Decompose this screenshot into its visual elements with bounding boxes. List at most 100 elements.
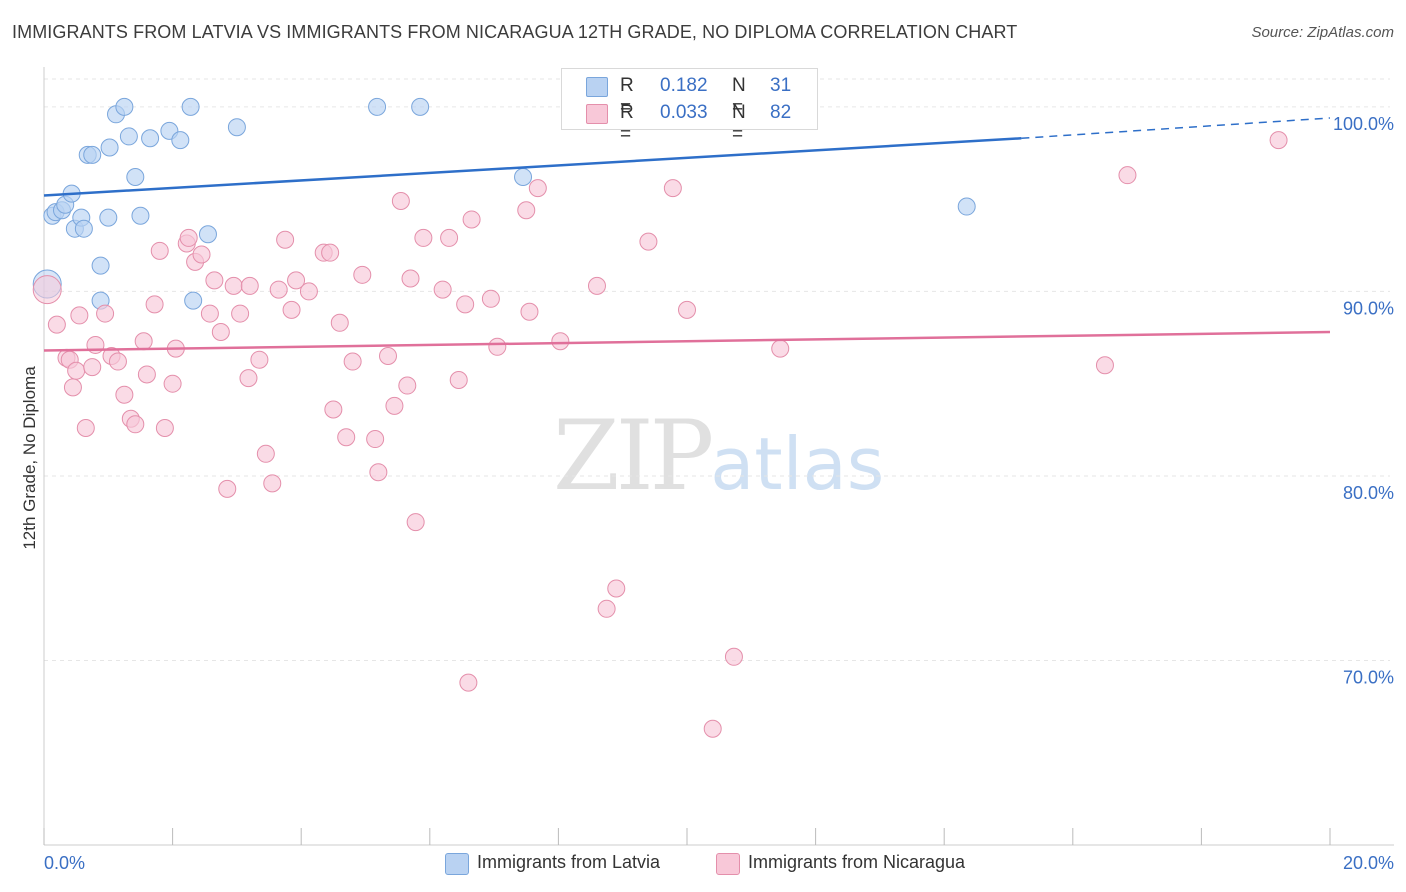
legend-r-value: 0.033 xyxy=(660,102,708,123)
data-points xyxy=(32,97,1288,738)
point-nicaragua xyxy=(218,479,237,498)
point-nicaragua xyxy=(366,430,385,449)
tick-labels: 70.0% 80.0% 90.0% 100.0% 0.0% 20.0% 12th Grade… xyxy=(20,114,1394,873)
point-nicaragua xyxy=(269,280,288,299)
point-nicaragua xyxy=(517,201,536,220)
bottom-legend-swatch-nicaragua xyxy=(716,853,740,875)
trend-line-latvia-extension xyxy=(1021,117,1331,140)
point-nicaragua xyxy=(282,300,301,319)
point-nicaragua xyxy=(398,376,417,395)
point-nicaragua xyxy=(406,513,425,532)
point-nicaragua xyxy=(520,302,539,321)
point-nicaragua xyxy=(481,289,500,308)
point-nicaragua xyxy=(155,418,174,437)
point-nicaragua xyxy=(239,369,258,388)
point-nicaragua xyxy=(126,415,145,434)
watermark-atlas: atlas xyxy=(710,422,885,506)
point-nicaragua xyxy=(163,374,182,393)
point-nicaragua xyxy=(83,358,102,377)
point-nicaragua xyxy=(299,282,318,301)
point-latvia xyxy=(99,208,118,227)
trend-lines xyxy=(43,117,1331,352)
point-nicaragua xyxy=(115,385,134,404)
point-nicaragua xyxy=(456,295,475,314)
point-nicaragua xyxy=(459,673,478,692)
correlation-legend: R = 0.182 N = 31 R = 0.033 N = 82 xyxy=(561,68,818,145)
legend-r-label: R = xyxy=(620,75,634,118)
point-nicaragua xyxy=(224,276,243,295)
point-latvia xyxy=(141,129,160,148)
point-nicaragua xyxy=(337,428,356,447)
watermark: ZIPatlas xyxy=(553,400,884,512)
point-nicaragua xyxy=(200,304,219,323)
x-tick-label-max: 20.0% xyxy=(1343,853,1394,873)
point-latvia xyxy=(198,225,217,244)
y-tick-label: 70.0% xyxy=(1343,667,1394,687)
point-latvia xyxy=(514,168,533,187)
point-nicaragua xyxy=(607,579,626,598)
point-nicaragua xyxy=(401,269,420,288)
point-nicaragua xyxy=(353,265,372,284)
point-nicaragua xyxy=(488,337,507,356)
point-latvia xyxy=(131,206,150,225)
point-nicaragua xyxy=(771,339,790,358)
point-nicaragua xyxy=(70,306,89,325)
point-nicaragua xyxy=(1269,131,1288,150)
point-nicaragua xyxy=(324,400,343,419)
point-nicaragua xyxy=(414,228,433,247)
point-nicaragua xyxy=(724,647,743,666)
point-latvia xyxy=(91,256,110,275)
point-latvia xyxy=(184,291,203,310)
watermark-zip: ZIP xyxy=(553,400,714,512)
point-latvia xyxy=(368,97,387,116)
point-nicaragua xyxy=(433,280,452,299)
point-nicaragua xyxy=(192,245,211,264)
trend-line-latvia xyxy=(43,137,1022,197)
point-nicaragua xyxy=(137,365,156,384)
point-nicaragua xyxy=(1118,166,1137,185)
point-nicaragua xyxy=(391,192,410,211)
point-nicaragua xyxy=(211,323,230,342)
point-nicaragua xyxy=(67,361,86,380)
point-nicaragua xyxy=(528,179,547,198)
point-latvia xyxy=(957,197,976,216)
point-latvia xyxy=(181,97,200,116)
point-nicaragua xyxy=(240,276,259,295)
legend-n-label: N = xyxy=(732,102,746,145)
point-nicaragua xyxy=(385,396,404,415)
point-nicaragua xyxy=(179,228,198,247)
point-nicaragua xyxy=(551,332,570,351)
point-nicaragua xyxy=(1095,356,1114,375)
point-nicaragua xyxy=(587,276,606,295)
y-tick-label: 80.0% xyxy=(1343,483,1394,503)
point-nicaragua xyxy=(462,210,481,229)
point-nicaragua xyxy=(639,232,658,251)
point-nicaragua xyxy=(150,241,169,260)
point-latvia xyxy=(115,97,134,116)
point-nicaragua xyxy=(145,295,164,314)
bottom-legend-label-latvia: Immigrants from Latvia xyxy=(477,852,661,872)
point-latvia xyxy=(83,145,102,164)
chart-title: IMMIGRANTS FROM LATVIA VS IMMIGRANTS FRO… xyxy=(12,22,1018,42)
point-nicaragua xyxy=(134,332,153,351)
point-nicaragua xyxy=(250,350,269,369)
point-nicaragua xyxy=(440,228,459,247)
trend-line-nicaragua xyxy=(43,330,1331,352)
axes xyxy=(43,67,1394,846)
point-nicaragua xyxy=(263,474,282,493)
legend-swatch-latvia xyxy=(586,77,608,97)
point-latvia xyxy=(74,219,93,238)
point-nicaragua xyxy=(663,179,682,198)
legend-n-label: N = xyxy=(732,75,746,118)
point-nicaragua xyxy=(63,378,82,397)
point-nicaragua xyxy=(47,315,66,334)
point-nicaragua xyxy=(32,275,62,305)
x-tick-label-min: 0.0% xyxy=(44,853,85,873)
point-nicaragua xyxy=(108,352,127,371)
point-nicaragua xyxy=(330,313,349,332)
point-latvia xyxy=(100,138,119,157)
legend-n-value: 31 xyxy=(770,75,792,96)
point-latvia xyxy=(119,127,138,146)
point-nicaragua xyxy=(321,243,340,262)
